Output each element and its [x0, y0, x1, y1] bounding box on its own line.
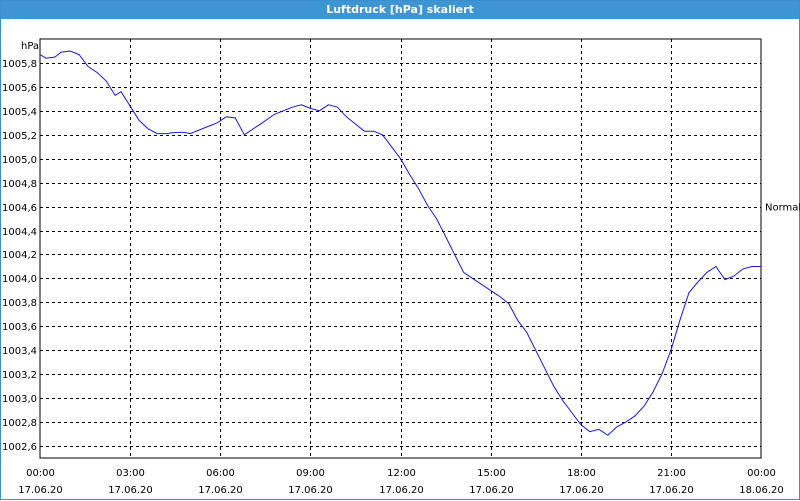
series-line-pressure — [39, 50, 761, 436]
y-tick-label: 1004,2 — [2, 250, 37, 261]
y-tick-label: 1003,8 — [2, 298, 37, 309]
x-tick-time-label: 21:00 — [657, 468, 686, 479]
plot-frame — [39, 38, 762, 459]
x-tick-time-label: 18:00 — [567, 468, 596, 479]
y-tick-label: 1002,8 — [2, 418, 37, 429]
x-tick-date-label: 17.06.20 — [649, 485, 694, 496]
x-tick-date-label: 17.06.20 — [469, 485, 514, 496]
x-tick-date-label: 17.06.20 — [288, 485, 333, 496]
x-tick-date-label: 18.06.20 — [739, 485, 784, 496]
x-tick-date-label: 17.06.20 — [379, 485, 424, 496]
y-tick-label: 1004,8 — [2, 179, 37, 190]
x-tick-date-label: 17.06.20 — [198, 485, 243, 496]
x-axis-ticks: 00:00 17.06.20 03:00 17.06.20 06:00 17.06.20 0… — [18, 468, 784, 496]
y-tick-label: 1003,2 — [2, 370, 37, 381]
y-axis-label: hPa — [21, 41, 39, 52]
x-tick-date-label: 17.06.20 — [108, 485, 153, 496]
window-title: Luftdruck [hPa] skaliert — [1, 1, 799, 19]
y-tick-label: 1004,4 — [2, 227, 37, 238]
reference-label-normal: Normal — [765, 203, 800, 214]
y-tick-label: 1003,4 — [2, 346, 37, 357]
y-axis-ticks: 1002,6 1002,8 1003,0 1003,2 1003,4 1003,6 1003… — [2, 59, 37, 453]
y-tick-label: 1003,0 — [2, 394, 37, 405]
x-tick-time-label: 00:00 — [26, 468, 55, 479]
y-tick-label: 1002,6 — [2, 442, 37, 453]
y-tick-label: 1005,0 — [2, 155, 37, 166]
x-tick-date-label: 17.06.20 — [18, 485, 63, 496]
y-tick-label: 1005,2 — [2, 131, 37, 142]
y-tick-label: 1005,6 — [2, 83, 37, 94]
y-tick-label: 1004,6 — [2, 203, 37, 214]
y-tick-label: 1005,8 — [2, 59, 37, 70]
x-tick-time-label: 06:00 — [206, 468, 235, 479]
x-tick-time-label: 09:00 — [296, 468, 325, 479]
y-tick-label: 1005,4 — [2, 107, 37, 118]
y-tick-label: 1003,6 — [2, 322, 37, 333]
grid — [40, 39, 761, 458]
x-tick-time-label: 12:00 — [387, 468, 416, 479]
x-tick-time-label: 15:00 — [477, 468, 506, 479]
x-tick-time-label: 00:00 — [747, 468, 776, 479]
y-tick-label: 1004,0 — [2, 274, 37, 285]
x-tick-date-label: 17.06.20 — [559, 485, 604, 496]
x-tick-time-label: 03:00 — [116, 468, 145, 479]
